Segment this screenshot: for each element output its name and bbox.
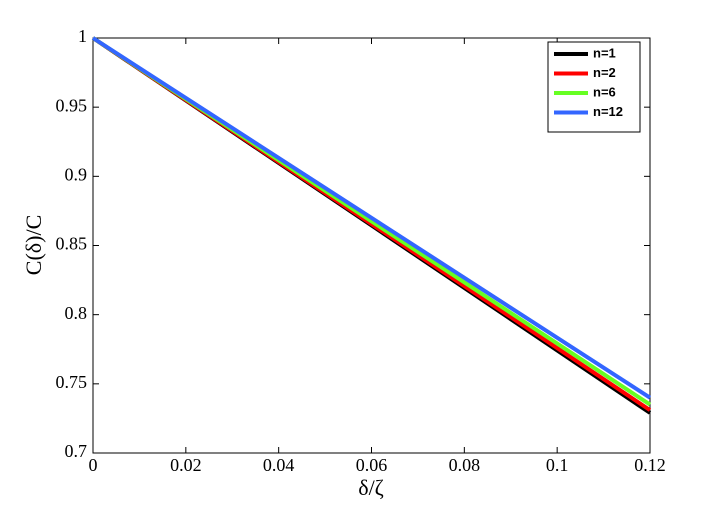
y-tick-label: 0.75 — [56, 372, 88, 392]
legend-box — [547, 41, 641, 133]
y-tick-label: 0.85 — [56, 234, 88, 254]
y-tick-label: 0.7 — [65, 441, 88, 461]
x-tick-label: 0.08 — [449, 455, 481, 475]
legend-label: n=2 — [593, 65, 616, 80]
legend-label: n=1 — [593, 45, 616, 60]
x-tick-label: 0.12 — [634, 455, 666, 475]
legend-label: n=6 — [593, 84, 616, 99]
x-tick-label: 0.04 — [263, 455, 295, 475]
series-line — [91, 36, 652, 400]
y-tick-label: 0.9 — [65, 164, 88, 184]
x-tick-label: 0.1 — [546, 455, 569, 475]
legend-label: n=12 — [593, 104, 623, 119]
y-tick-label: 1 — [78, 26, 87, 46]
x-tick-label: 0.06 — [356, 455, 388, 475]
x-tick-label: 0.02 — [170, 455, 202, 475]
y-axis-label: C(δ)/C — [21, 215, 46, 275]
y-tick-label: 0.95 — [56, 95, 88, 115]
x-axis-label: δ/ζ — [358, 475, 384, 500]
x-tick-label: 0 — [89, 455, 98, 475]
y-tick-label: 0.8 — [65, 303, 88, 323]
